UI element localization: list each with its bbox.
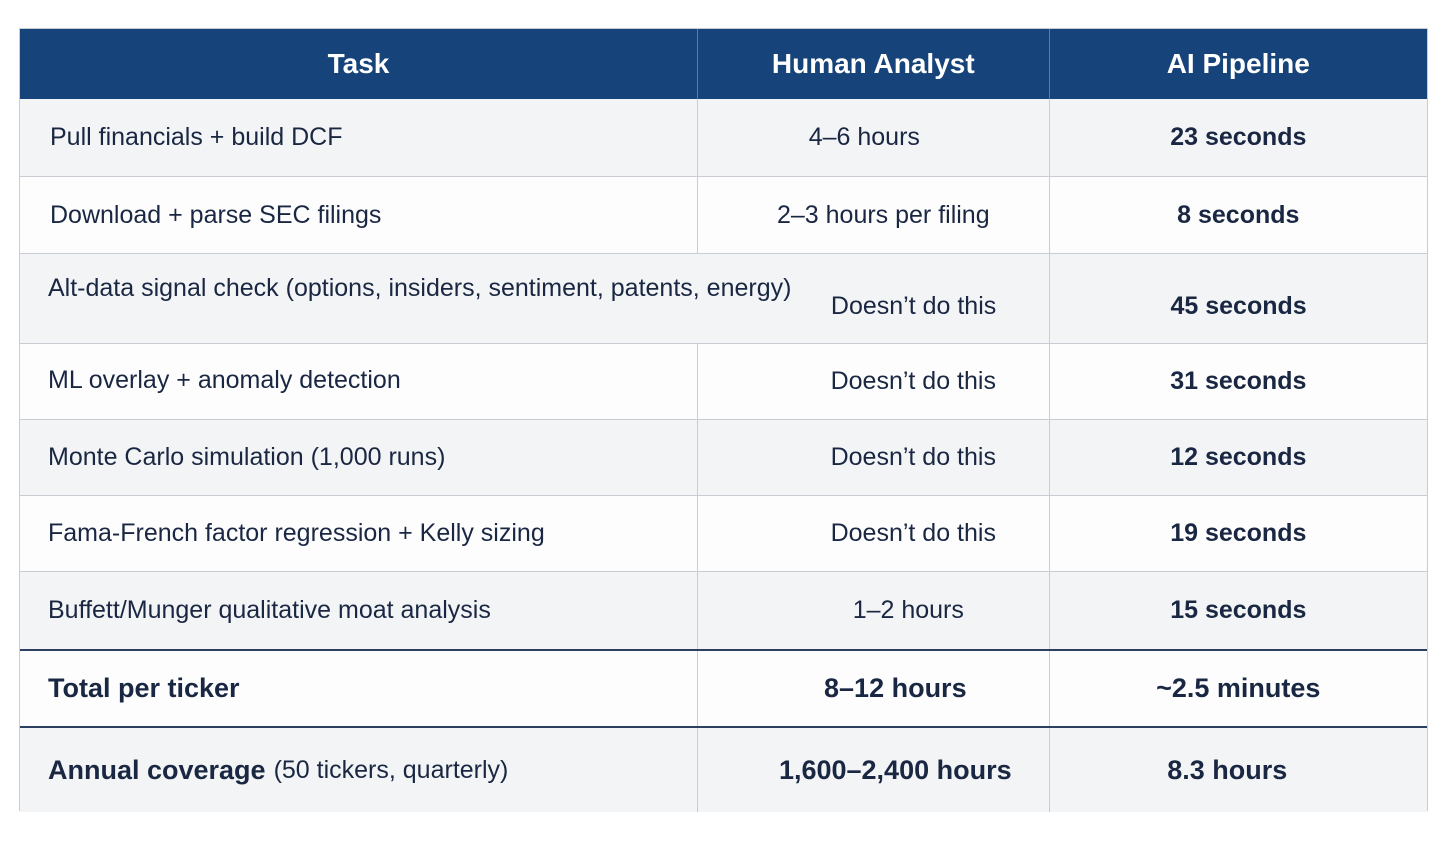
ai-cell: 15 seconds xyxy=(1048,572,1427,649)
human-cell: 4–6 hours xyxy=(697,99,1049,176)
table-row: Pull financials + build DCF 4–6 hours 23… xyxy=(20,99,1427,177)
task-cell: ML overlay + anomaly detection xyxy=(48,366,401,394)
task-cell: Download + parse SEC filings xyxy=(50,200,382,229)
human-cell: 1–2 hours xyxy=(697,572,1049,649)
table-row: Monte Carlo simulation (1,000 runs) Does… xyxy=(20,420,1427,496)
header-human-analyst: Human Analyst xyxy=(697,29,1049,99)
ai-cell: 45 seconds xyxy=(1049,254,1427,343)
total-row: Total per ticker 8–12 hours ~2.5 minutes xyxy=(20,649,1427,726)
task-cell: Buffett/Munger qualitative moat analysis xyxy=(48,596,491,624)
task-cell: Pull financials + build DCF xyxy=(50,123,343,151)
ai-cell: 8 seconds xyxy=(1048,177,1427,253)
total-label: Total per ticker xyxy=(48,673,240,703)
table-row: Alt-data signal check (options, insiders… xyxy=(20,254,1427,344)
human-cell: Doesn’t do this xyxy=(697,496,1049,571)
table-header: Task Human Analyst AI Pipeline xyxy=(20,29,1427,99)
header-task: Task xyxy=(327,48,390,79)
table-row: Fama-French factor regression + Kelly si… xyxy=(20,496,1427,572)
table-row: Download + parse SEC filings 2–3 hours p… xyxy=(20,177,1427,254)
header-ai-pipeline: AI Pipeline xyxy=(1048,29,1427,99)
table-row: ML overlay + anomaly detection Doesn’t d… xyxy=(20,344,1427,420)
table-row: Buffett/Munger qualitative moat analysis… xyxy=(20,572,1427,649)
annual-human: 1,600–2,400 hours xyxy=(697,728,1049,812)
total-human: 8–12 hours xyxy=(697,651,1049,726)
total-ai: ~2.5 minutes xyxy=(1048,651,1427,726)
human-cell: 2–3 hours per filing xyxy=(697,177,1049,253)
task-cell: Monte Carlo simulation (1,000 runs) xyxy=(48,443,446,471)
human-cell: Doesn’t do this xyxy=(697,344,1049,419)
ai-cell: 12 seconds xyxy=(1048,420,1427,495)
task-cell: Alt-data signal check (options, insiders… xyxy=(48,274,792,302)
ai-cell: 19 seconds xyxy=(1048,496,1427,571)
human-cell: Doesn’t do this xyxy=(830,292,997,320)
ai-cell: 31 seconds xyxy=(1048,344,1427,419)
comparison-table: Task Human Analyst AI Pipeline Pull fina… xyxy=(19,28,1428,812)
annual-label-note: (50 tickers, quarterly) xyxy=(273,755,509,784)
annual-ai: 8.3 hours xyxy=(1048,728,1427,812)
annual-label-text: Annual coverage xyxy=(48,754,266,785)
task-cell: Fama-French factor regression + Kelly si… xyxy=(48,519,545,547)
human-cell: Doesn’t do this xyxy=(697,420,1049,495)
ai-cell: 23 seconds xyxy=(1048,99,1427,176)
annual-coverage-row: Annual coverage (50 tickers, quarterly) … xyxy=(20,726,1427,812)
annual-label: Annual coverage (50 tickers, quarterly) xyxy=(20,728,697,812)
